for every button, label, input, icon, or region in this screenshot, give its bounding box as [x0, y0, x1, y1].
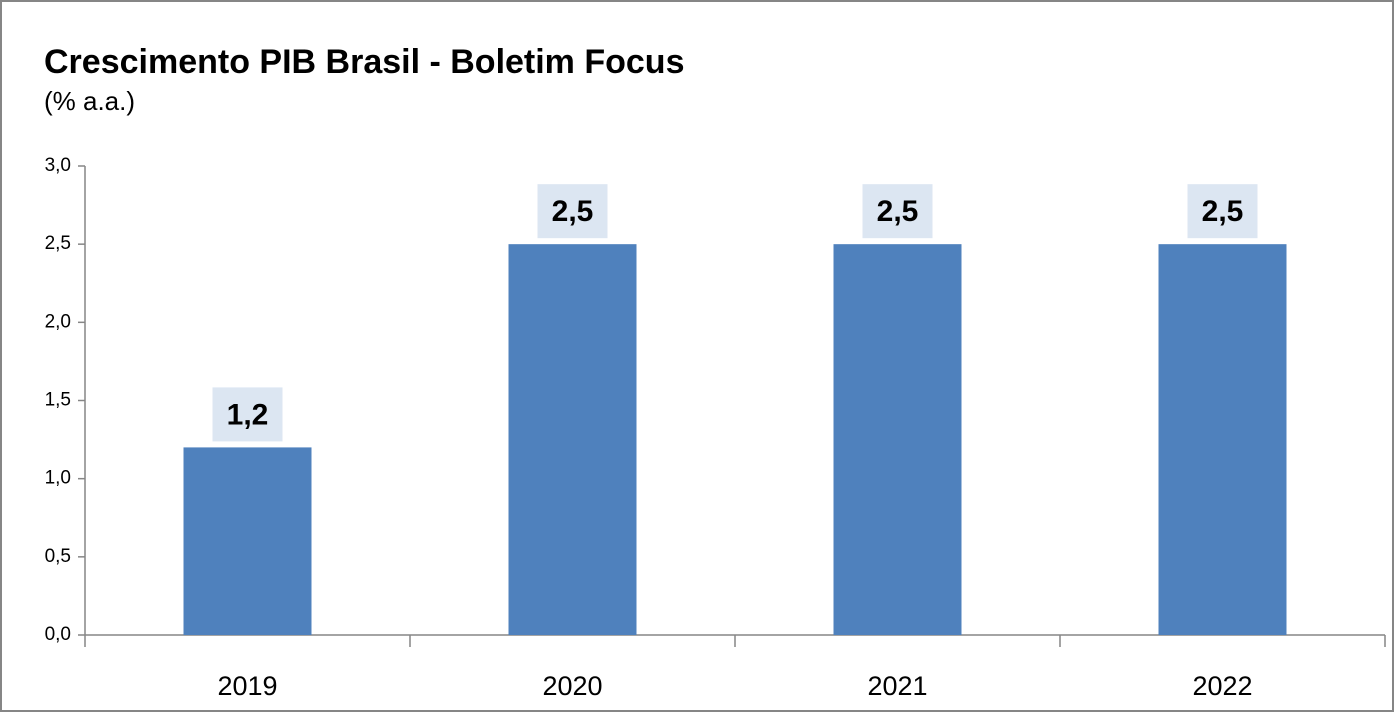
chart-title: Crescimento PIB Brasil - Boletim Focus	[44, 43, 685, 81]
x-tick-label: 2020	[542, 671, 602, 701]
bar	[508, 244, 637, 635]
x-tick-label: 2021	[867, 671, 927, 701]
value-label: 2,5	[1202, 195, 1244, 228]
value-label: 1,2	[227, 398, 269, 431]
value-label: 2,5	[877, 195, 919, 228]
bar	[183, 447, 312, 635]
y-tick-label: 3,0	[45, 155, 71, 176]
chart-subtitle: (% a.a.)	[44, 86, 135, 116]
y-tick-label: 1,5	[45, 390, 71, 411]
bar	[1158, 244, 1287, 635]
x-tick-label: 2022	[1192, 671, 1252, 701]
bar	[833, 244, 962, 635]
x-tick-label: 2019	[217, 671, 277, 701]
value-label-box	[1187, 184, 1258, 239]
y-tick-label: 1,0	[45, 468, 71, 489]
y-tick-label: 2,5	[45, 233, 71, 254]
y-tick-label: 0,0	[45, 624, 71, 645]
value-label-box	[862, 184, 933, 239]
value-label-box	[537, 184, 608, 239]
value-label: 2,5	[552, 195, 594, 228]
y-tick-label: 0,5	[45, 546, 71, 567]
y-tick-label: 2,0	[45, 311, 71, 332]
value-label-box	[212, 387, 283, 442]
